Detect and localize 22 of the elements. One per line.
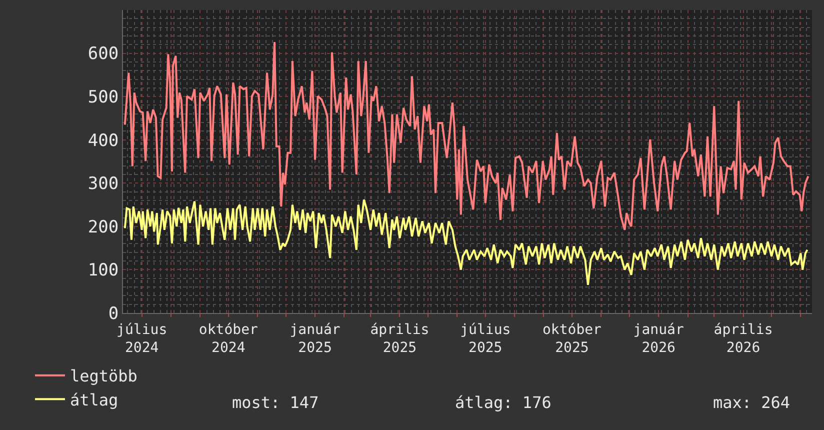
y-tick-label: 400 <box>88 130 119 151</box>
text: max: 264 <box>713 393 790 412</box>
y-tick-label: 600 <box>88 44 119 64</box>
x-tick-label: január 2026 <box>633 322 684 356</box>
y-tick-label: 0 <box>108 304 119 324</box>
x-tick-label: április 2026 <box>714 322 773 356</box>
y-tick-label: 500 <box>88 88 119 108</box>
line-series <box>124 198 808 286</box>
x-tick-label: október 2025 <box>542 322 602 356</box>
x-tick-label: július 2024 <box>116 322 168 356</box>
legend-label: legtöbb <box>70 366 138 386</box>
x-tick-label: október 2024 <box>198 322 258 356</box>
text: átlag: 176 <box>455 393 552 412</box>
legend-label: átlag <box>70 390 118 410</box>
y-tick-label: 300 <box>88 174 119 194</box>
x-tick-label: január 2025 <box>290 322 340 356</box>
line-series <box>124 41 810 231</box>
y-tick-label: 100 <box>88 260 119 281</box>
y-tick-label: 200 <box>88 217 119 238</box>
x-tick-label: július 2025 <box>460 322 511 356</box>
text: most: 147 <box>232 393 319 412</box>
x-tick-label: április 2025 <box>370 322 430 356</box>
